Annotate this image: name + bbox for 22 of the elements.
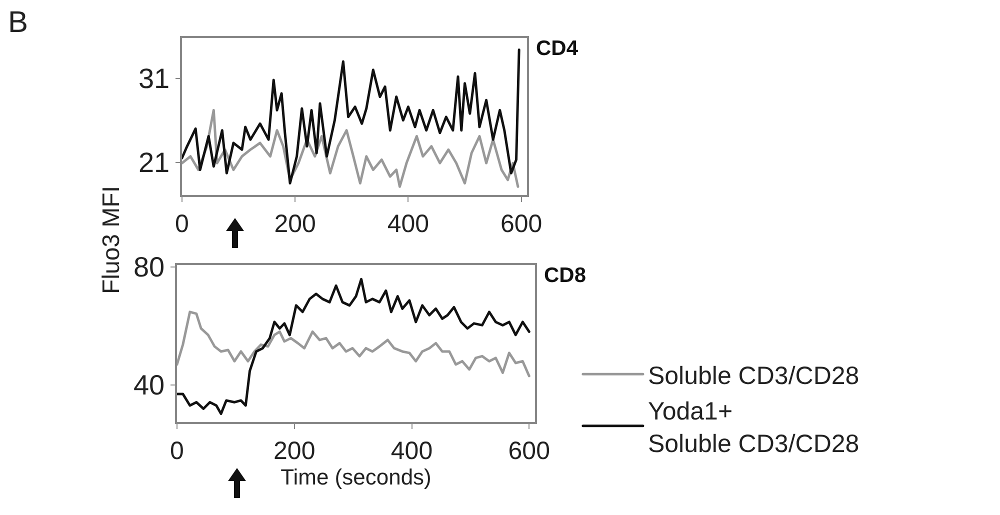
x-tick-label: 600 (500, 210, 542, 238)
legend-label: Soluble CD3/CD28 (648, 362, 860, 390)
x-tick-label: 0 (170, 436, 184, 465)
x-tick-label: 200 (274, 436, 316, 465)
y-tick-label: 21 (138, 147, 170, 178)
x-axis-title: Time (seconds) (280, 464, 432, 490)
chart-title: CD4 (536, 37, 578, 60)
y-tick-label: 31 (138, 63, 170, 94)
y-tick-label: 80 (133, 252, 165, 283)
text: B (8, 6, 28, 40)
chart-title: CD8 (544, 264, 586, 287)
line-series (182, 48, 520, 184)
x-tick-label: 200 (274, 210, 316, 238)
legend-label: Yoda1+ Soluble CD3/CD28 (648, 397, 860, 458)
line-series (177, 310, 530, 378)
x-tick-label: 400 (387, 210, 430, 238)
line-series (177, 278, 530, 415)
x-tick-label: 400 (390, 436, 433, 465)
x-tick-label: 600 (508, 436, 550, 465)
y-axis-title: Fluo3 MFI (98, 186, 126, 294)
x-tick-label: 0 (175, 210, 189, 238)
y-tick-label: 40 (133, 370, 165, 401)
